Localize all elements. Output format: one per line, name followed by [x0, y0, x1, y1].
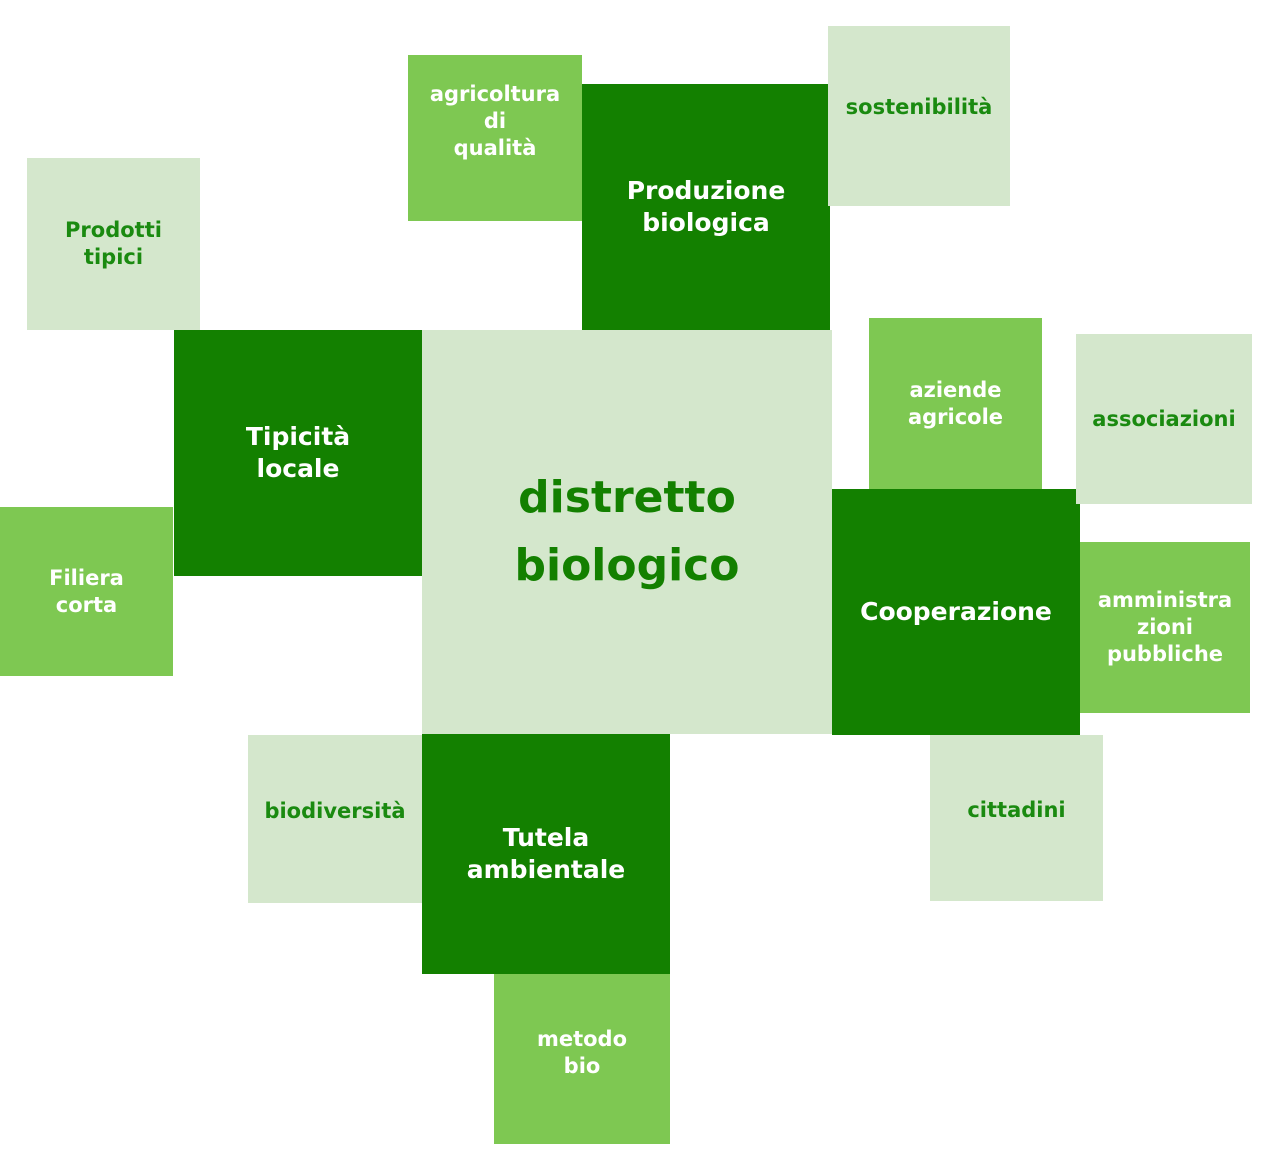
aziende-line-2: agricole	[907, 404, 1004, 429]
associazioni-line-1: associazioni	[1092, 406, 1236, 431]
metodo-line-1: metodo	[536, 1027, 628, 1051]
tipicita-line-2: locale	[256, 454, 340, 483]
prodotti-line-2: tipici	[83, 245, 144, 269]
metodo-line-2: bio	[563, 1053, 601, 1078]
center-line-1: distretto	[518, 471, 736, 523]
sostenibilita-line-1: sostenibilità	[845, 95, 993, 119]
produzione-line-1: Produzione	[626, 176, 786, 205]
amministrazioni-line-2: zioni	[1136, 615, 1193, 640]
agricoltura-line-3: qualità	[453, 135, 537, 160]
biodiversita-line-1: biodiversità	[264, 799, 406, 823]
pillar-tutela-ambientale: Tutela ambientale	[422, 734, 670, 974]
aziende-line-1: aziende	[909, 377, 1002, 402]
tipicita-line-1: Tipicità	[245, 422, 351, 451]
filiera-line-1: Filiera	[49, 565, 124, 590]
tutela-line-1: Tutela	[502, 823, 590, 852]
satellite-biodiversita: biodiversità	[248, 735, 422, 903]
satellite-sostenibilita: sostenibilità	[828, 26, 1010, 206]
satellite-metodo-bio: metodo bio	[494, 974, 670, 1144]
satellite-agricoltura-di-qualita: agricoltura di qualità	[408, 55, 582, 221]
agricoltura-line-2: di	[483, 108, 507, 133]
pillar-cooperazione: Cooperazione	[832, 489, 1080, 735]
cittadini-line-1: cittadini	[967, 798, 1066, 822]
satellite-prodotti-tipici: Prodotti tipici	[27, 158, 200, 330]
satellite-cittadini: cittadini	[930, 735, 1103, 901]
tutela-line-2: ambientale	[466, 855, 626, 884]
center-line-2: biologico	[514, 540, 740, 591]
satellite-amministrazioni-pubbliche: amministra zioni pubbliche	[1080, 542, 1250, 713]
filiera-line-2: corta	[55, 592, 118, 617]
center-distretto-biologico: distretto biologico	[422, 330, 832, 734]
cooperazione-line-1: Cooperazione	[860, 597, 1052, 626]
amministrazioni-line-3: pubbliche	[1106, 641, 1224, 666]
pillar-tipicita-locale: Tipicità locale	[174, 330, 422, 576]
amministrazioni-line-1: amministra	[1097, 588, 1233, 613]
satellite-associazioni: associazioni	[1076, 334, 1252, 504]
satellite-filiera-corta: Filiera corta	[0, 507, 173, 676]
agricoltura-line-1: agricoltura	[429, 82, 561, 106]
produzione-line-2: biologica	[642, 208, 770, 237]
satellite-aziende-agricole: aziende agricole	[869, 318, 1042, 489]
pillar-produzione-biologica: Produzione biologica	[582, 84, 830, 330]
prodotti-line-1: Prodotti	[65, 218, 162, 243]
